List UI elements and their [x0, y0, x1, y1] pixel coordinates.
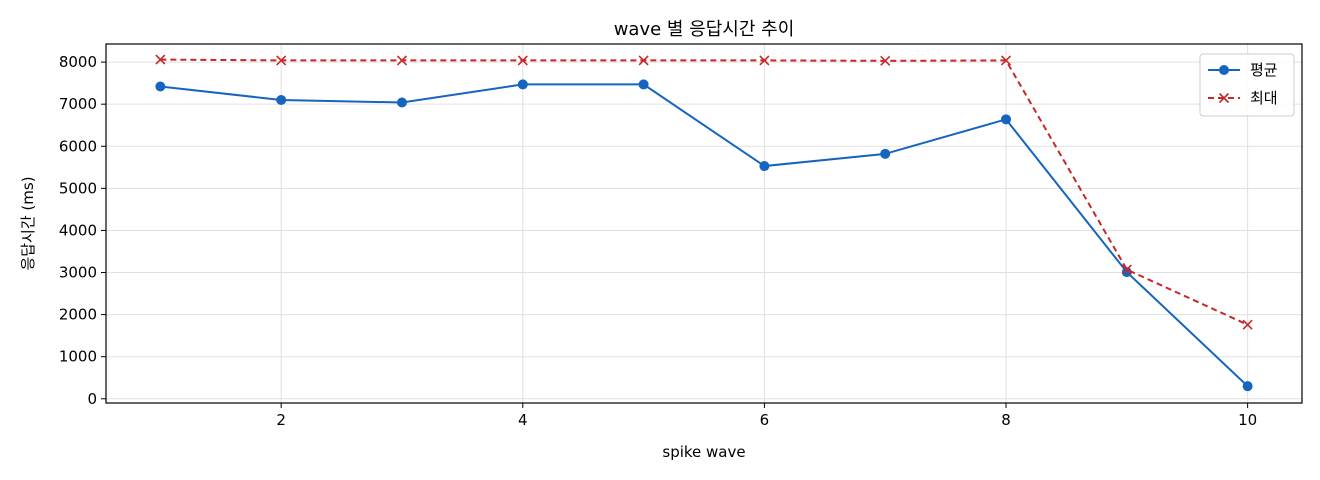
data-point — [880, 55, 891, 66]
data-point — [276, 55, 287, 66]
y-tick-label: 0 — [87, 390, 97, 408]
data-point — [155, 54, 166, 65]
y-tick-label: 6000 — [59, 137, 97, 155]
series-layer — [155, 54, 1253, 392]
series-1 — [155, 79, 1253, 392]
legend-marker — [1219, 65, 1229, 75]
data-point — [155, 81, 166, 92]
x-marker-stroke — [1121, 264, 1132, 275]
data-point — [638, 55, 649, 66]
legend-item: 최대 — [1208, 89, 1278, 107]
y-tick-label: 2000 — [59, 306, 97, 324]
chart-title: wave 별 응답시간 추이 — [614, 19, 795, 40]
x-tick-label: 6 — [760, 411, 770, 429]
x-marker-stroke — [396, 55, 408, 66]
x-marker-stroke — [759, 55, 770, 66]
x-axis-label: spike wave — [662, 443, 745, 461]
x-marker-stroke — [155, 54, 166, 65]
data-point — [517, 79, 528, 90]
y-tick-label: 3000 — [59, 264, 97, 282]
x-tick-label: 2 — [276, 411, 286, 429]
x-tick-label: 4 — [518, 411, 528, 429]
data-point — [517, 55, 528, 66]
data-point — [1121, 267, 1132, 278]
data-point — [396, 97, 407, 108]
x-marker-stroke — [880, 55, 891, 66]
y-tick-label: 8000 — [59, 53, 97, 71]
x-marker-stroke — [1242, 319, 1253, 330]
y-tick-label: 5000 — [59, 179, 97, 197]
grid — [106, 44, 1302, 403]
legend-box — [1199, 53, 1295, 117]
x-marker-stroke — [276, 55, 287, 66]
data-point — [1242, 381, 1253, 392]
y-tick-label: 7000 — [59, 95, 97, 113]
data-point — [880, 148, 891, 159]
legend-item: 평균 — [1208, 61, 1278, 79]
series-line — [160, 83, 1249, 387]
legend-marker — [1218, 92, 1230, 104]
data-point — [638, 79, 649, 90]
x-marker-stroke — [638, 55, 649, 66]
series-line — [160, 58, 1249, 326]
legend-label: 평균 — [1250, 61, 1278, 79]
data-point — [1242, 319, 1253, 330]
series-2 — [155, 54, 1253, 330]
x-tick-label: 8 — [1001, 411, 1011, 429]
data-point — [759, 55, 770, 66]
data-point — [759, 161, 770, 172]
data-point — [1121, 264, 1132, 275]
x-marker-stroke — [1218, 92, 1230, 104]
y-axis-label: 응답시간 (ms) — [19, 176, 37, 270]
plot-frame — [105, 43, 1303, 404]
data-point — [1000, 55, 1012, 66]
y-tick-label: 4000 — [59, 221, 97, 239]
axes: 2 4 6 8 10 0 1000 2000 3000 4000 5000 6000 7000 8000 — [59, 53, 1257, 429]
x-marker-stroke — [1000, 55, 1012, 66]
data-point — [1001, 114, 1012, 125]
y-tick-label: 1000 — [59, 348, 97, 366]
legend-label: 최대 — [1250, 89, 1278, 107]
x-tick-label: 10 — [1238, 411, 1257, 429]
x-marker-stroke — [517, 55, 528, 66]
data-point — [276, 94, 287, 105]
data-point — [396, 55, 408, 66]
